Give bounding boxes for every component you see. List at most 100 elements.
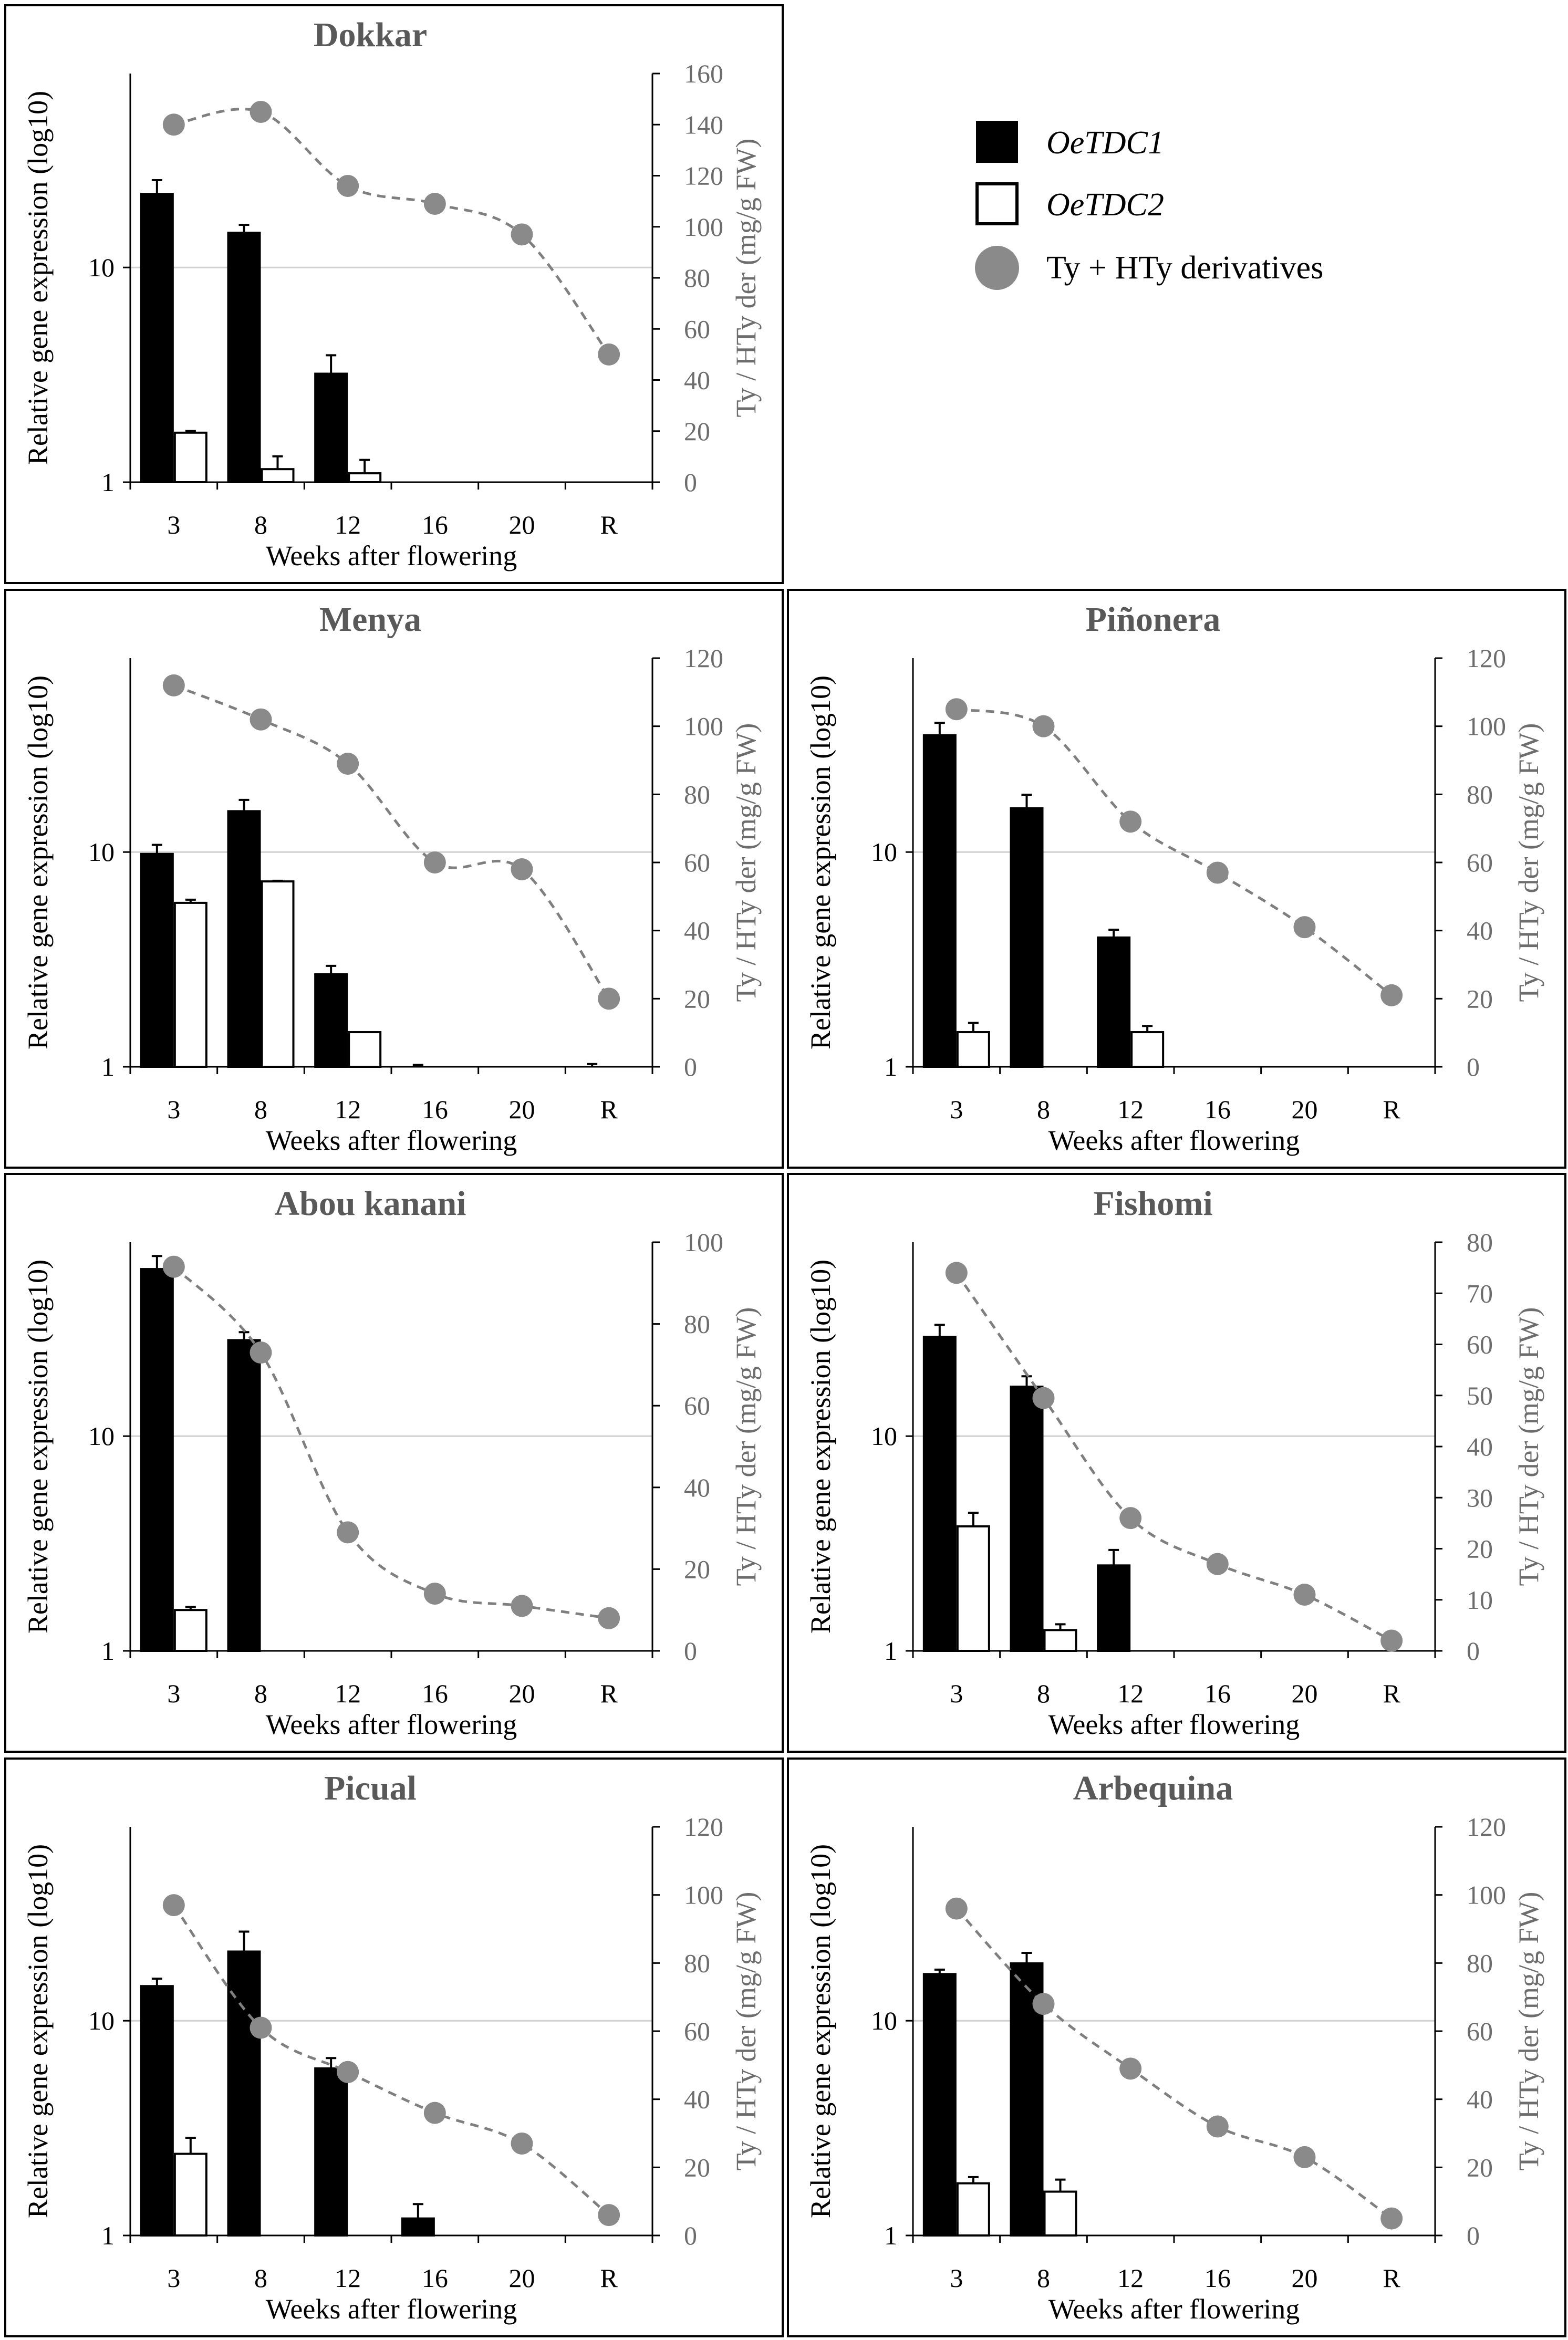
chart-title: Picual bbox=[324, 1769, 417, 1807]
y2-tick-label: 30 bbox=[1467, 1483, 1493, 1512]
bar-oetdc1 bbox=[140, 852, 174, 1068]
bar-oetdc1 bbox=[922, 734, 957, 1068]
point-ty-hty bbox=[423, 851, 446, 873]
y2-tick-label: 40 bbox=[684, 1473, 710, 1502]
x-axis-label: Weeks after flowering bbox=[1048, 1709, 1300, 1740]
x-tick-label: 16 bbox=[422, 1095, 448, 1124]
point-ty-hty bbox=[162, 113, 185, 136]
x-tick-label: 8 bbox=[254, 1679, 267, 1708]
point-ty-hty bbox=[1206, 2115, 1229, 2138]
x-tick-label: R bbox=[1383, 2263, 1400, 2293]
point-ty-hty bbox=[250, 1341, 272, 1364]
bar-oetdc1 bbox=[227, 232, 261, 483]
bar-oetdc2 bbox=[348, 1031, 382, 1068]
y2-tick-label: 80 bbox=[1467, 1948, 1493, 1978]
point-ty-hty bbox=[423, 192, 446, 215]
chart-title: Menya bbox=[319, 600, 421, 639]
point-ty-hty bbox=[250, 2016, 272, 2039]
y2-tick-label: 60 bbox=[1467, 2016, 1493, 2046]
x-tick-label: 12 bbox=[1117, 1095, 1144, 1124]
bar-oetdc1 bbox=[922, 1973, 957, 2237]
y2-tick-label: 60 bbox=[684, 2016, 710, 2046]
x-tick-label: 3 bbox=[950, 1095, 963, 1124]
y2-tick-label: 120 bbox=[684, 643, 723, 673]
y2-tick-label: 80 bbox=[684, 1309, 710, 1339]
point-ty-hty bbox=[162, 674, 185, 696]
bar-oetdc1 bbox=[1097, 936, 1131, 1068]
y2-tick-label: 20 bbox=[1467, 984, 1493, 1013]
y-axis-label: Relative gene expression (log10) bbox=[805, 675, 836, 1049]
bar-oetdc2 bbox=[1043, 1629, 1077, 1652]
x-tick-label: 20 bbox=[1292, 2263, 1318, 2293]
y2-tick-label: 100 bbox=[1467, 1880, 1506, 1910]
chart-title: Fishomi bbox=[1093, 1184, 1212, 1223]
y-axis-label: Relative gene expression (log10) bbox=[22, 675, 54, 1049]
y-tick-label: 1 bbox=[101, 1052, 115, 1081]
x-tick-label: 20 bbox=[1292, 1095, 1318, 1124]
bar-oetdc2 bbox=[1130, 1031, 1165, 1068]
y2-axis-label: Ty / HTy der (mg/g FW) bbox=[1513, 723, 1544, 1002]
x-axis-label: Weeks after flowering bbox=[1048, 1125, 1300, 1156]
panel-frame bbox=[4, 589, 784, 1169]
chart-title: Arbequina bbox=[1073, 1769, 1233, 1807]
bar-oetdc1 bbox=[227, 810, 261, 1068]
panel-frame bbox=[787, 1757, 1566, 2337]
point-ty-hty bbox=[1119, 810, 1142, 833]
x-tick-label: R bbox=[600, 1095, 618, 1124]
y2-tick-label: 40 bbox=[684, 916, 710, 945]
y2-tick-label: 160 bbox=[684, 59, 723, 88]
point-ty-hty bbox=[162, 1894, 185, 1917]
point-ty-hty bbox=[598, 987, 620, 1010]
x-tick-label: R bbox=[1383, 1679, 1400, 1708]
y2-tick-label: 80 bbox=[1467, 779, 1493, 809]
bar-oetdc1 bbox=[401, 2217, 435, 2237]
bar-oetdc2 bbox=[348, 472, 382, 484]
y2-axis-label: Ty / HTy der (mg/g FW) bbox=[1513, 1307, 1544, 1586]
y-tick-label: 10 bbox=[871, 837, 897, 867]
panel-frame bbox=[4, 1173, 784, 1753]
bar-oetdc1 bbox=[140, 1985, 174, 2237]
bar-oetdc1 bbox=[314, 372, 348, 484]
point-ty-hty bbox=[1293, 916, 1316, 939]
x-tick-label: 12 bbox=[1117, 2263, 1144, 2293]
series-line-ty-hty bbox=[955, 1272, 1393, 1642]
legend-label-oetdc2: OeTDC2 bbox=[1046, 187, 1164, 223]
y2-tick-label: 70 bbox=[1467, 1278, 1493, 1308]
y-tick-label: 1 bbox=[101, 1636, 115, 1666]
y2-tick-label: 20 bbox=[684, 984, 710, 1013]
bar-oetdc1 bbox=[314, 2067, 348, 2237]
point-ty-hty bbox=[337, 1521, 359, 1544]
x-tick-label: 12 bbox=[335, 2263, 361, 2293]
y2-tick-label: 0 bbox=[684, 2221, 697, 2250]
y2-tick-label: 0 bbox=[1467, 1052, 1480, 1081]
y-tick-label: 10 bbox=[88, 253, 115, 282]
y2-tick-label: 120 bbox=[1467, 1812, 1506, 1842]
legend-marker-ty-hty bbox=[975, 246, 1019, 290]
x-tick-label: 20 bbox=[509, 1095, 535, 1124]
x-tick-label: 3 bbox=[167, 1095, 180, 1124]
x-tick-label: 3 bbox=[167, 510, 180, 539]
y2-tick-label: 100 bbox=[1467, 712, 1506, 741]
bar-oetdc2 bbox=[261, 468, 295, 483]
y-axis-label: Relative gene expression (log10) bbox=[22, 1260, 54, 1634]
y2-tick-label: 80 bbox=[684, 779, 710, 809]
y2-tick-label: 0 bbox=[684, 467, 697, 497]
panel-frame bbox=[4, 1757, 784, 2337]
y2-axis-label: Ty / HTy der (mg/g FW) bbox=[1513, 1892, 1544, 2171]
bar-oetdc2 bbox=[173, 2152, 207, 2237]
legend-swatch-oetdc1 bbox=[976, 121, 1018, 163]
x-tick-label: 20 bbox=[509, 2263, 535, 2293]
point-ty-hty bbox=[1032, 1993, 1055, 2015]
x-tick-label: R bbox=[1383, 1095, 1400, 1124]
y2-tick-label: 60 bbox=[1467, 848, 1493, 877]
chart-title: Dokkar bbox=[314, 16, 427, 54]
point-ty-hty bbox=[250, 100, 272, 123]
x-tick-label: R bbox=[600, 510, 618, 539]
x-tick-label: 16 bbox=[422, 510, 448, 539]
point-ty-hty bbox=[1206, 861, 1229, 884]
